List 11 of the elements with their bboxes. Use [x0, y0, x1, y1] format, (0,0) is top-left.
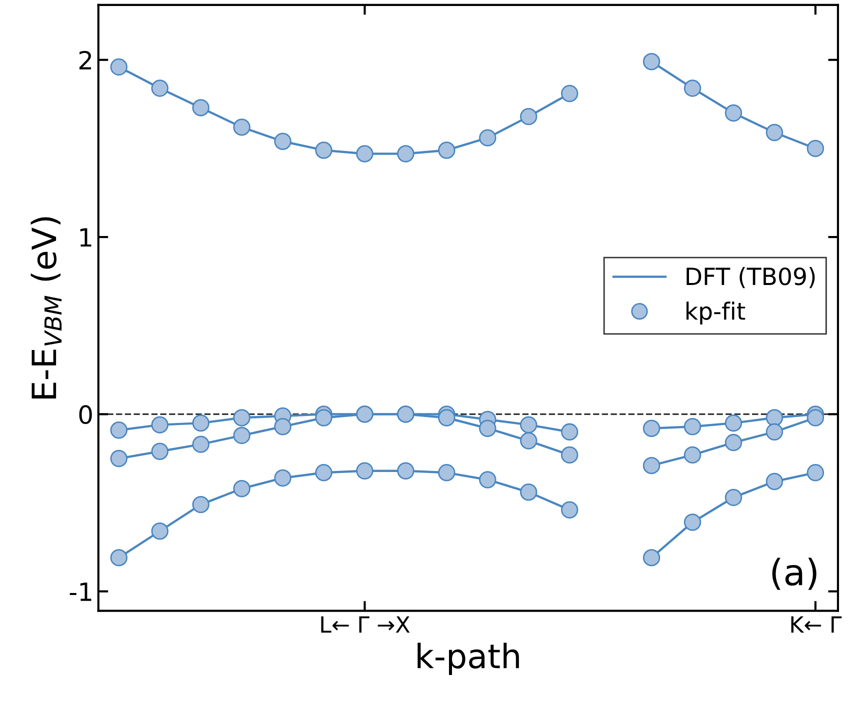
y-tick-label: 0	[79, 405, 92, 424]
legend-label: DFT (TB09)	[686, 267, 815, 288]
annotation: (a)	[772, 558, 816, 590]
x-tick-label: K← Γ	[791, 616, 842, 633]
y-axis-title: E-E$_{VBM}$ (eV)	[30, 217, 62, 398]
y-tick-label: 1	[80, 228, 92, 247]
y-tick-label: 2	[79, 50, 92, 70]
y-tick-label: -1	[70, 582, 92, 601]
legend-label: kp-fit	[686, 302, 746, 325]
x-axis-title: k-path	[418, 642, 519, 676]
x-tick-label: L← Γ →X	[321, 616, 410, 633]
